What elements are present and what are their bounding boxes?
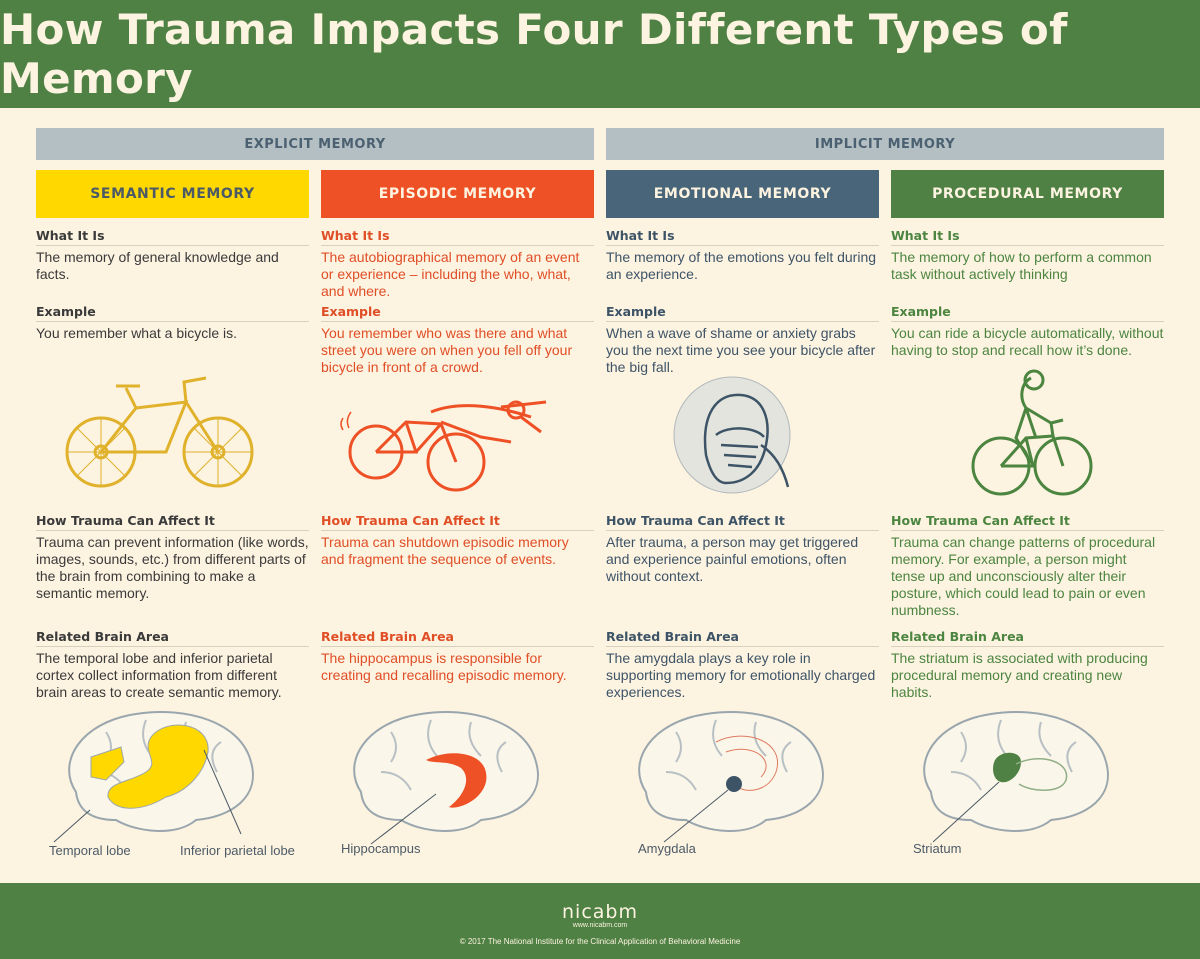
episodic-affect-text: Trauma can shutdown episodic memory and … xyxy=(321,534,569,567)
semantic-brain-text: The temporal lobe and inferior parietal … xyxy=(36,650,282,700)
footer-url: www.nicabm.com xyxy=(572,922,628,929)
emotional-example-heading: Example xyxy=(606,304,879,322)
implicit-memory-bar: IMPLICIT MEMORY xyxy=(606,128,1164,160)
episodic-memory-column: EPISODIC MEMORY What It Is The autobiogr… xyxy=(321,170,594,870)
episodic-what-section: What It Is The autobiographical memory o… xyxy=(321,228,594,300)
face-in-hand-icon xyxy=(673,376,791,494)
emotional-what-section: What It Is The memory of the emotions yo… xyxy=(606,228,879,283)
striatum-label: Striatum xyxy=(913,841,962,856)
temporal-lobe-label: Temporal lobe xyxy=(49,843,131,858)
procedural-example-text: You can ride a bicycle automatically, wi… xyxy=(891,325,1164,358)
procedural-memory-column: PROCEDURAL MEMORY What It Is The memory … xyxy=(891,170,1164,870)
inferior-parietal-lobe-label: Inferior parietal lobe xyxy=(180,843,295,858)
footer-copyright: © 2017 The National Institute for the Cl… xyxy=(459,937,741,946)
brain-temporal-parietal-icon xyxy=(53,711,254,843)
procedural-brain-heading: Related Brain Area xyxy=(891,629,1164,647)
episodic-memory-heading: EPISODIC MEMORY xyxy=(321,170,594,218)
procedural-affect-section: How Trauma Can Affect It Trauma can chan… xyxy=(891,513,1164,619)
procedural-example-heading: Example xyxy=(891,304,1164,322)
emotional-brain-heading: Related Brain Area xyxy=(606,629,879,647)
episodic-example-text: You remember who was there and what stre… xyxy=(321,325,573,375)
episodic-example-section: Example You remember who was there and w… xyxy=(321,304,594,376)
amygdala-label: Amygdala xyxy=(638,841,696,856)
semantic-what-heading: What It Is xyxy=(36,228,309,246)
procedural-affect-heading: How Trauma Can Affect It xyxy=(891,513,1164,531)
implicit-memory-label: IMPLICIT MEMORY xyxy=(814,136,956,152)
emotional-affect-section: How Trauma Can Affect It After trauma, a… xyxy=(606,513,879,585)
procedural-what-heading: What It Is xyxy=(891,228,1164,246)
procedural-heading-label: PROCEDURAL MEMORY xyxy=(932,186,1123,202)
footer: nicabm www.nicabm.com © 2017 The Nationa… xyxy=(0,883,1200,959)
brain-amygdala-icon xyxy=(638,711,824,843)
bicycle-icon xyxy=(65,376,254,488)
procedural-affect-text: Trauma can change patterns of procedural… xyxy=(891,534,1156,618)
semantic-affect-heading: How Trauma Can Affect It xyxy=(36,513,309,531)
semantic-what-text: The memory of general knowledge and fact… xyxy=(36,249,279,282)
brain-striatum-icon xyxy=(923,711,1109,843)
explicit-memory-label: EXPLICIT MEMORY xyxy=(244,136,386,152)
hippocampus-label: Hippocampus xyxy=(341,841,421,856)
falling-cyclist-icon xyxy=(340,400,547,492)
episodic-brain-text: The hippocampus is responsible for creat… xyxy=(321,650,567,683)
episodic-brain-heading: Related Brain Area xyxy=(321,629,594,647)
emotional-brain-section: Related Brain Area The amygdala plays a … xyxy=(606,629,879,701)
emotional-affect-heading: How Trauma Can Affect It xyxy=(606,513,879,531)
semantic-what-section: What It Is The memory of general knowled… xyxy=(36,228,309,283)
emotional-example-text: When a wave of shame or anxiety grabs yo… xyxy=(606,325,876,375)
emotional-affect-text: After trauma, a person may get triggered… xyxy=(606,534,859,584)
emotional-what-heading: What It Is xyxy=(606,228,879,246)
procedural-brain-text: The striatum is associated with producin… xyxy=(891,650,1148,700)
nicabm-logo: nicabm xyxy=(562,901,638,923)
episodic-brain-section: Related Brain Area The hippocampus is re… xyxy=(321,629,594,684)
episodic-heading-label: EPISODIC MEMORY xyxy=(378,186,537,202)
explicit-memory-bar: EXPLICIT MEMORY xyxy=(36,128,594,160)
procedural-what-text: The memory of how to perform a common ta… xyxy=(891,249,1152,282)
semantic-memory-column: SEMANTIC MEMORY What It Is The memory of… xyxy=(36,170,309,870)
emotional-brain-text: The amygdala plays a key role in support… xyxy=(606,650,876,700)
semantic-example-text: You remember what a bicycle is. xyxy=(36,325,238,341)
semantic-affect-text: Trauma can prevent information (like wor… xyxy=(36,534,309,601)
episodic-example-heading: Example xyxy=(321,304,594,322)
procedural-example-section: Example You can ride a bicycle automatic… xyxy=(891,304,1164,359)
semantic-memory-heading: SEMANTIC MEMORY xyxy=(36,170,309,218)
episodic-what-heading: What It Is xyxy=(321,228,594,246)
semantic-heading-label: SEMANTIC MEMORY xyxy=(90,186,255,202)
semantic-affect-section: How Trauma Can Affect It Trauma can prev… xyxy=(36,513,309,602)
episodic-what-text: The autobiographical memory of an event … xyxy=(321,249,580,299)
brain-hippocampus-icon xyxy=(353,711,539,845)
emotional-memory-heading: EMOTIONAL MEMORY xyxy=(606,170,879,218)
procedural-memory-heading: PROCEDURAL MEMORY xyxy=(891,170,1164,218)
emotional-example-section: Example When a wave of shame or anxiety … xyxy=(606,304,879,376)
semantic-example-section: Example You remember what a bicycle is. xyxy=(36,304,309,342)
emotional-what-text: The memory of the emotions you felt duri… xyxy=(606,249,877,282)
header: How Trauma Impacts Four Different Types … xyxy=(0,0,1200,108)
semantic-brain-section: Related Brain Area The temporal lobe and… xyxy=(36,629,309,701)
semantic-brain-heading: Related Brain Area xyxy=(36,629,309,647)
page-title: How Trauma Impacts Four Different Types … xyxy=(0,5,1068,103)
episodic-affect-section: How Trauma Can Affect It Trauma can shut… xyxy=(321,513,594,568)
cyclist-riding-icon xyxy=(971,369,1093,496)
procedural-brain-section: Related Brain Area The striatum is assoc… xyxy=(891,629,1164,701)
episodic-affect-heading: How Trauma Can Affect It xyxy=(321,513,594,531)
emotional-heading-label: EMOTIONAL MEMORY xyxy=(653,186,832,202)
procedural-what-section: What It Is The memory of how to perform … xyxy=(891,228,1164,283)
semantic-example-heading: Example xyxy=(36,304,309,322)
emotional-memory-column: EMOTIONAL MEMORY What It Is The memory o… xyxy=(606,170,879,870)
